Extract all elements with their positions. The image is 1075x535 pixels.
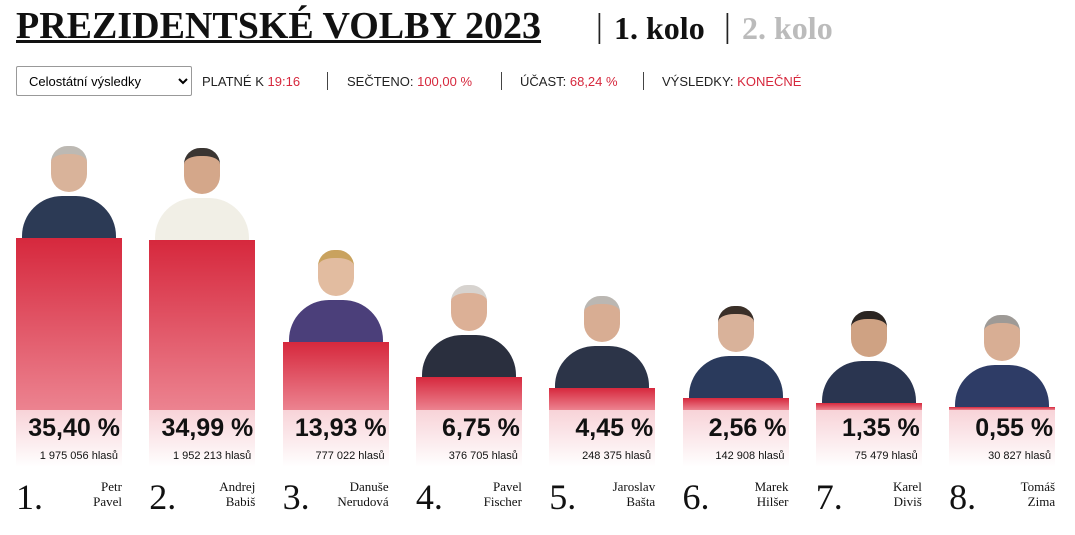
rank: 1. bbox=[16, 477, 43, 517]
photo-shoulders bbox=[421, 335, 516, 378]
rank: 5. bbox=[549, 477, 577, 517]
photo-shoulders bbox=[955, 365, 1050, 408]
candidate-name: Tomáš Zima bbox=[1020, 479, 1056, 509]
info-turnout: ÚČAST: 68,24 % bbox=[520, 74, 618, 89]
info-value: 19:16 bbox=[267, 74, 301, 89]
value-label: 35,40 % bbox=[28, 414, 120, 442]
info-label: ÚČAST: bbox=[520, 74, 567, 89]
vote-label: 777 022 hlasů bbox=[315, 450, 385, 462]
rank: 2. bbox=[149, 477, 177, 517]
bar bbox=[682, 397, 789, 467]
candidate-name: Jaroslav Bašta bbox=[612, 479, 656, 509]
photo-head bbox=[51, 146, 87, 192]
vote-label: 30 827 hlasů bbox=[988, 450, 1052, 462]
photo-head bbox=[184, 147, 221, 194]
vote-label: 142 908 hlasů bbox=[715, 450, 785, 462]
bar bbox=[16, 238, 122, 467]
region-select[interactable]: Celostátní výsledky bbox=[16, 66, 192, 96]
info-label: SEČTENO: bbox=[347, 74, 414, 89]
value-label: 6,75 % bbox=[442, 414, 520, 442]
info-label: VÝSLEDKY: bbox=[662, 74, 734, 89]
photo-shoulders bbox=[22, 196, 116, 238]
candidate-photo bbox=[549, 288, 655, 389]
rank: 3. bbox=[282, 477, 310, 517]
vote-label: 75 479 hlasů bbox=[854, 450, 918, 462]
bar bbox=[149, 239, 256, 467]
value-label: 2,56 % bbox=[708, 414, 787, 442]
photo-head bbox=[984, 315, 1021, 362]
separator: | bbox=[596, 8, 603, 45]
photo-shoulders bbox=[555, 346, 650, 389]
info-counted: SEČTENO: 100,00 % bbox=[347, 74, 472, 89]
vote-label: 248 375 hlasů bbox=[582, 450, 652, 462]
vote-label: 376 705 hlasů bbox=[448, 450, 518, 462]
candidate-photo bbox=[683, 298, 789, 398]
candidate-name: Petr Pavel bbox=[93, 479, 123, 509]
candidate-photo bbox=[16, 138, 122, 238]
photo-head bbox=[850, 311, 887, 358]
value-label: 34,99 % bbox=[161, 414, 254, 442]
info-value: 68,24 % bbox=[569, 74, 618, 89]
photo-head bbox=[450, 285, 487, 332]
vote-label: 1 975 056 hlasů bbox=[39, 450, 118, 462]
rank: 4. bbox=[415, 477, 443, 517]
separator bbox=[643, 72, 644, 90]
photo-head bbox=[584, 296, 621, 343]
rank: 8. bbox=[949, 477, 977, 517]
info-valid: PLATNÉ K 19:16 bbox=[202, 74, 300, 89]
separator: | bbox=[724, 8, 731, 45]
vote-label: 1 952 213 hlasů bbox=[173, 450, 252, 462]
candidate-photo bbox=[283, 242, 389, 343]
rank: 7. bbox=[815, 477, 843, 517]
info-label: PLATNÉ K bbox=[202, 74, 264, 89]
info-value: 100,00 % bbox=[417, 74, 473, 89]
separator bbox=[327, 72, 328, 90]
title: PREZIDENTSKÉ VOLBY 2023 bbox=[16, 5, 542, 47]
bar bbox=[415, 377, 522, 467]
photo-shoulders bbox=[821, 361, 916, 404]
round-tab[interactable]: 2. kolo bbox=[742, 10, 833, 46]
candidate-photo bbox=[949, 307, 1055, 408]
candidate-photo bbox=[416, 277, 522, 378]
candidate-name: Marek Hilšer bbox=[754, 479, 789, 509]
photo-head bbox=[717, 305, 754, 352]
bar bbox=[282, 342, 389, 467]
round-tab[interactable]: 1. kolo bbox=[614, 10, 705, 46]
candidate-photo bbox=[816, 303, 922, 404]
value-label: 4,45 % bbox=[575, 414, 654, 442]
bar bbox=[815, 403, 922, 467]
info-value: KONEČNÉ bbox=[737, 74, 802, 89]
candidate-name: Danuše Nerudová bbox=[337, 479, 389, 509]
info-results: VÝSLEDKY: KONEČNÉ bbox=[662, 74, 801, 89]
separator bbox=[501, 72, 502, 90]
candidate-photo bbox=[149, 140, 255, 240]
candidate-name: Andrej Babiš bbox=[219, 479, 256, 509]
value-label: 1,35 % bbox=[841, 414, 920, 442]
photo-head bbox=[317, 250, 354, 297]
candidate-name: Karel Diviš bbox=[892, 479, 922, 509]
bar bbox=[949, 407, 1056, 467]
bar bbox=[549, 388, 656, 467]
value-label: 0,55 % bbox=[975, 414, 1054, 442]
photo-shoulders bbox=[688, 355, 783, 398]
rank: 6. bbox=[682, 477, 710, 517]
value-label: 13,93 % bbox=[294, 414, 387, 442]
candidate-name: Pavel Fischer bbox=[483, 479, 522, 509]
photo-shoulders bbox=[288, 300, 383, 343]
photo-shoulders bbox=[155, 197, 250, 240]
